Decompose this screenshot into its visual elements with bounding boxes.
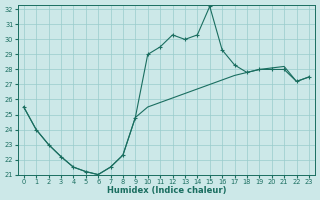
X-axis label: Humidex (Indice chaleur): Humidex (Indice chaleur) (107, 186, 226, 195)
